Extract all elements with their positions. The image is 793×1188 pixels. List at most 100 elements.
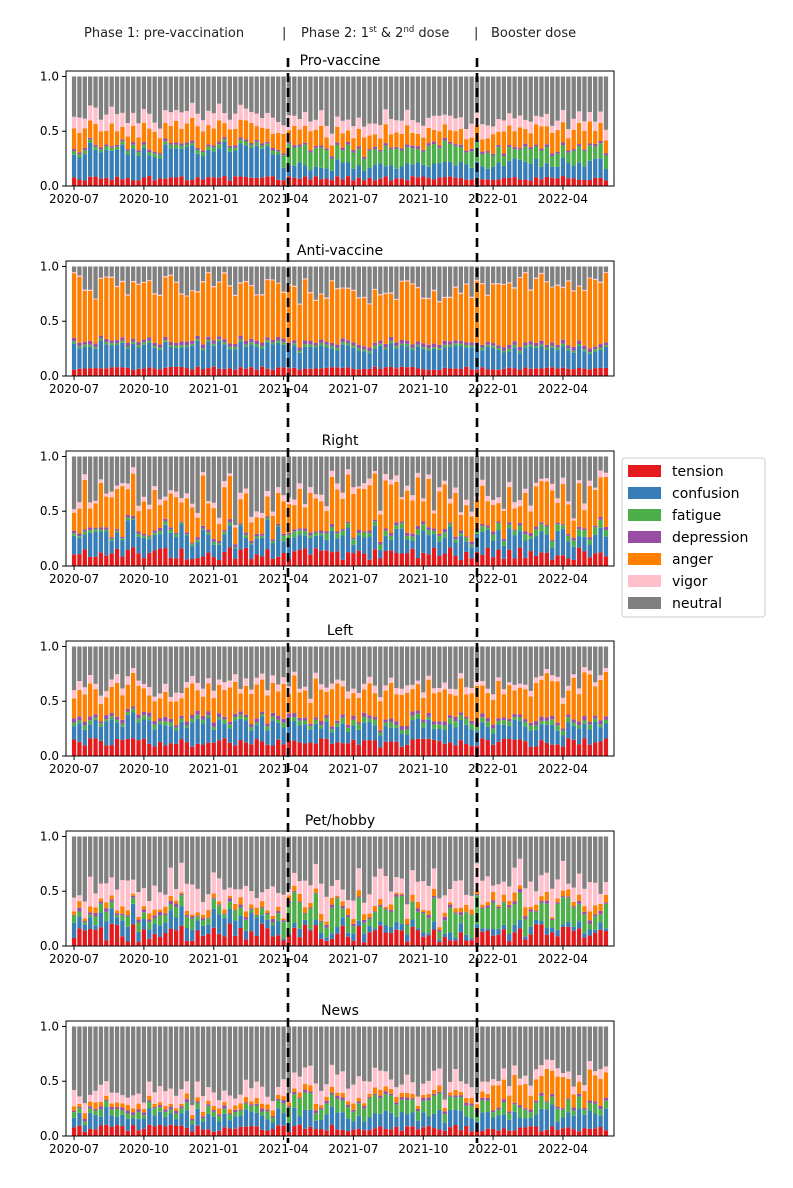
bar-segment-anger: [464, 139, 469, 151]
bar-segment-tension: [98, 1125, 104, 1136]
bar-stack: [598, 1026, 603, 1136]
bar-segment-neutral: [544, 1026, 549, 1060]
bar-segment-anger: [313, 1104, 318, 1111]
bar-segment-anger: [437, 1085, 442, 1092]
bar-segment-tension: [131, 180, 136, 186]
panel-title: Pet/hobby: [305, 813, 375, 829]
bar-segment-depression: [356, 722, 361, 725]
bar-segment-anger: [302, 907, 308, 913]
bar-segment-fatigue: [281, 342, 286, 345]
bar-segment-neutral: [200, 646, 206, 689]
bar-segment-neutral: [286, 456, 292, 498]
bar-stack: [179, 76, 184, 186]
bar-segment-anger: [265, 128, 270, 142]
bar-segment-tension: [415, 558, 421, 566]
x-tick-label: 2021-04: [259, 382, 309, 396]
bar-segment-depression: [550, 918, 555, 920]
bar-segment-vigor: [555, 1068, 560, 1077]
bar-stack: [302, 456, 308, 566]
bar-segment-fatigue: [313, 893, 318, 920]
bar-segment-depression: [82, 341, 87, 345]
bar-segment-neutral: [372, 646, 378, 686]
bar-segment-vigor: [550, 483, 555, 491]
bar-segment-confusion: [292, 1107, 297, 1127]
bar-segment-neutral: [356, 1026, 361, 1077]
bar-segment-confusion: [265, 342, 270, 369]
bar-segment-anger: [507, 487, 512, 523]
bar-stack: [512, 836, 517, 946]
bar-segment-vigor: [238, 492, 243, 500]
bar-segment-confusion: [319, 932, 324, 939]
bar-stack: [555, 646, 560, 756]
bar-segment-anger: [512, 508, 517, 530]
bar-segment-confusion: [458, 162, 464, 179]
bar-segment-tension: [141, 368, 147, 376]
bar-segment-vigor: [131, 879, 136, 894]
bar-segment-neutral: [340, 646, 345, 681]
bar-segment-vigor: [528, 505, 533, 512]
bar-segment-neutral: [125, 266, 130, 295]
bar-segment-tension: [593, 1128, 598, 1136]
bar-segment-fatigue: [528, 344, 533, 347]
bar-segment-confusion: [77, 348, 82, 369]
bar-segment-confusion: [533, 919, 539, 925]
bar-segment-vigor: [313, 672, 318, 679]
bar-stack: [566, 266, 571, 376]
bar-stack: [383, 646, 388, 756]
bar-segment-tension: [426, 554, 431, 566]
bar-segment-neutral: [528, 836, 533, 882]
bar-segment-confusion: [173, 917, 179, 931]
bar-segment-confusion: [517, 531, 523, 548]
bar-segment-vigor: [302, 880, 308, 908]
bar-segment-fatigue: [517, 1107, 523, 1118]
bar-segment-tension: [351, 368, 356, 376]
bar-segment-depression: [345, 724, 351, 728]
bar-segment-confusion: [173, 347, 179, 367]
bar-segment-tension: [93, 368, 98, 376]
bar-segment-confusion: [88, 917, 93, 929]
bar-segment-neutral: [297, 836, 302, 882]
bar-stack: [550, 1026, 555, 1136]
bar-segment-anger: [560, 890, 566, 897]
bar-segment-anger: [367, 304, 372, 348]
bar-segment-depression: [179, 521, 184, 523]
bar-segment-confusion: [120, 726, 125, 740]
bar-segment-depression: [405, 532, 410, 536]
bar-segment-neutral: [216, 646, 222, 680]
bar-segment-anger: [227, 687, 233, 722]
bar-segment-anger: [496, 680, 501, 719]
bar-segment-depression: [335, 142, 340, 145]
bar-segment-tension: [372, 180, 378, 186]
bar-stack: [324, 836, 329, 946]
bar-segment-neutral: [437, 836, 442, 899]
bar-stack: [399, 836, 404, 946]
bar-segment-fatigue: [485, 907, 490, 929]
bar-segment-neutral: [362, 646, 367, 684]
bar-segment-vigor: [464, 499, 469, 506]
bar-stack: [77, 646, 82, 756]
bar-segment-neutral: [104, 76, 109, 115]
bar-segment-anger: [367, 485, 372, 531]
bar-segment-neutral: [362, 266, 367, 297]
bar-segment-confusion: [485, 726, 490, 741]
bar-segment-depression: [367, 347, 372, 352]
bar-segment-anger: [399, 281, 404, 340]
bar-segment-neutral: [410, 76, 415, 121]
bar-segment-tension: [437, 177, 442, 186]
bar-stack: [238, 456, 243, 566]
bar-segment-anger: [319, 294, 324, 340]
bar-segment-depression: [168, 341, 173, 346]
bar-segment-vigor: [259, 673, 265, 680]
bar-stack: [593, 76, 598, 186]
x-tick-label: 2022-01: [468, 762, 518, 776]
bar-segment-neutral: [77, 646, 82, 682]
bar-segment-neutral: [539, 646, 544, 676]
bar-segment-anger: [281, 292, 286, 339]
bar-segment-tension: [313, 1129, 318, 1136]
bar-stack: [302, 836, 308, 946]
bar-segment-depression: [523, 916, 528, 919]
bar-segment-vigor: [147, 280, 152, 282]
bar-segment-confusion: [281, 344, 286, 368]
bar-stack: [216, 836, 222, 946]
